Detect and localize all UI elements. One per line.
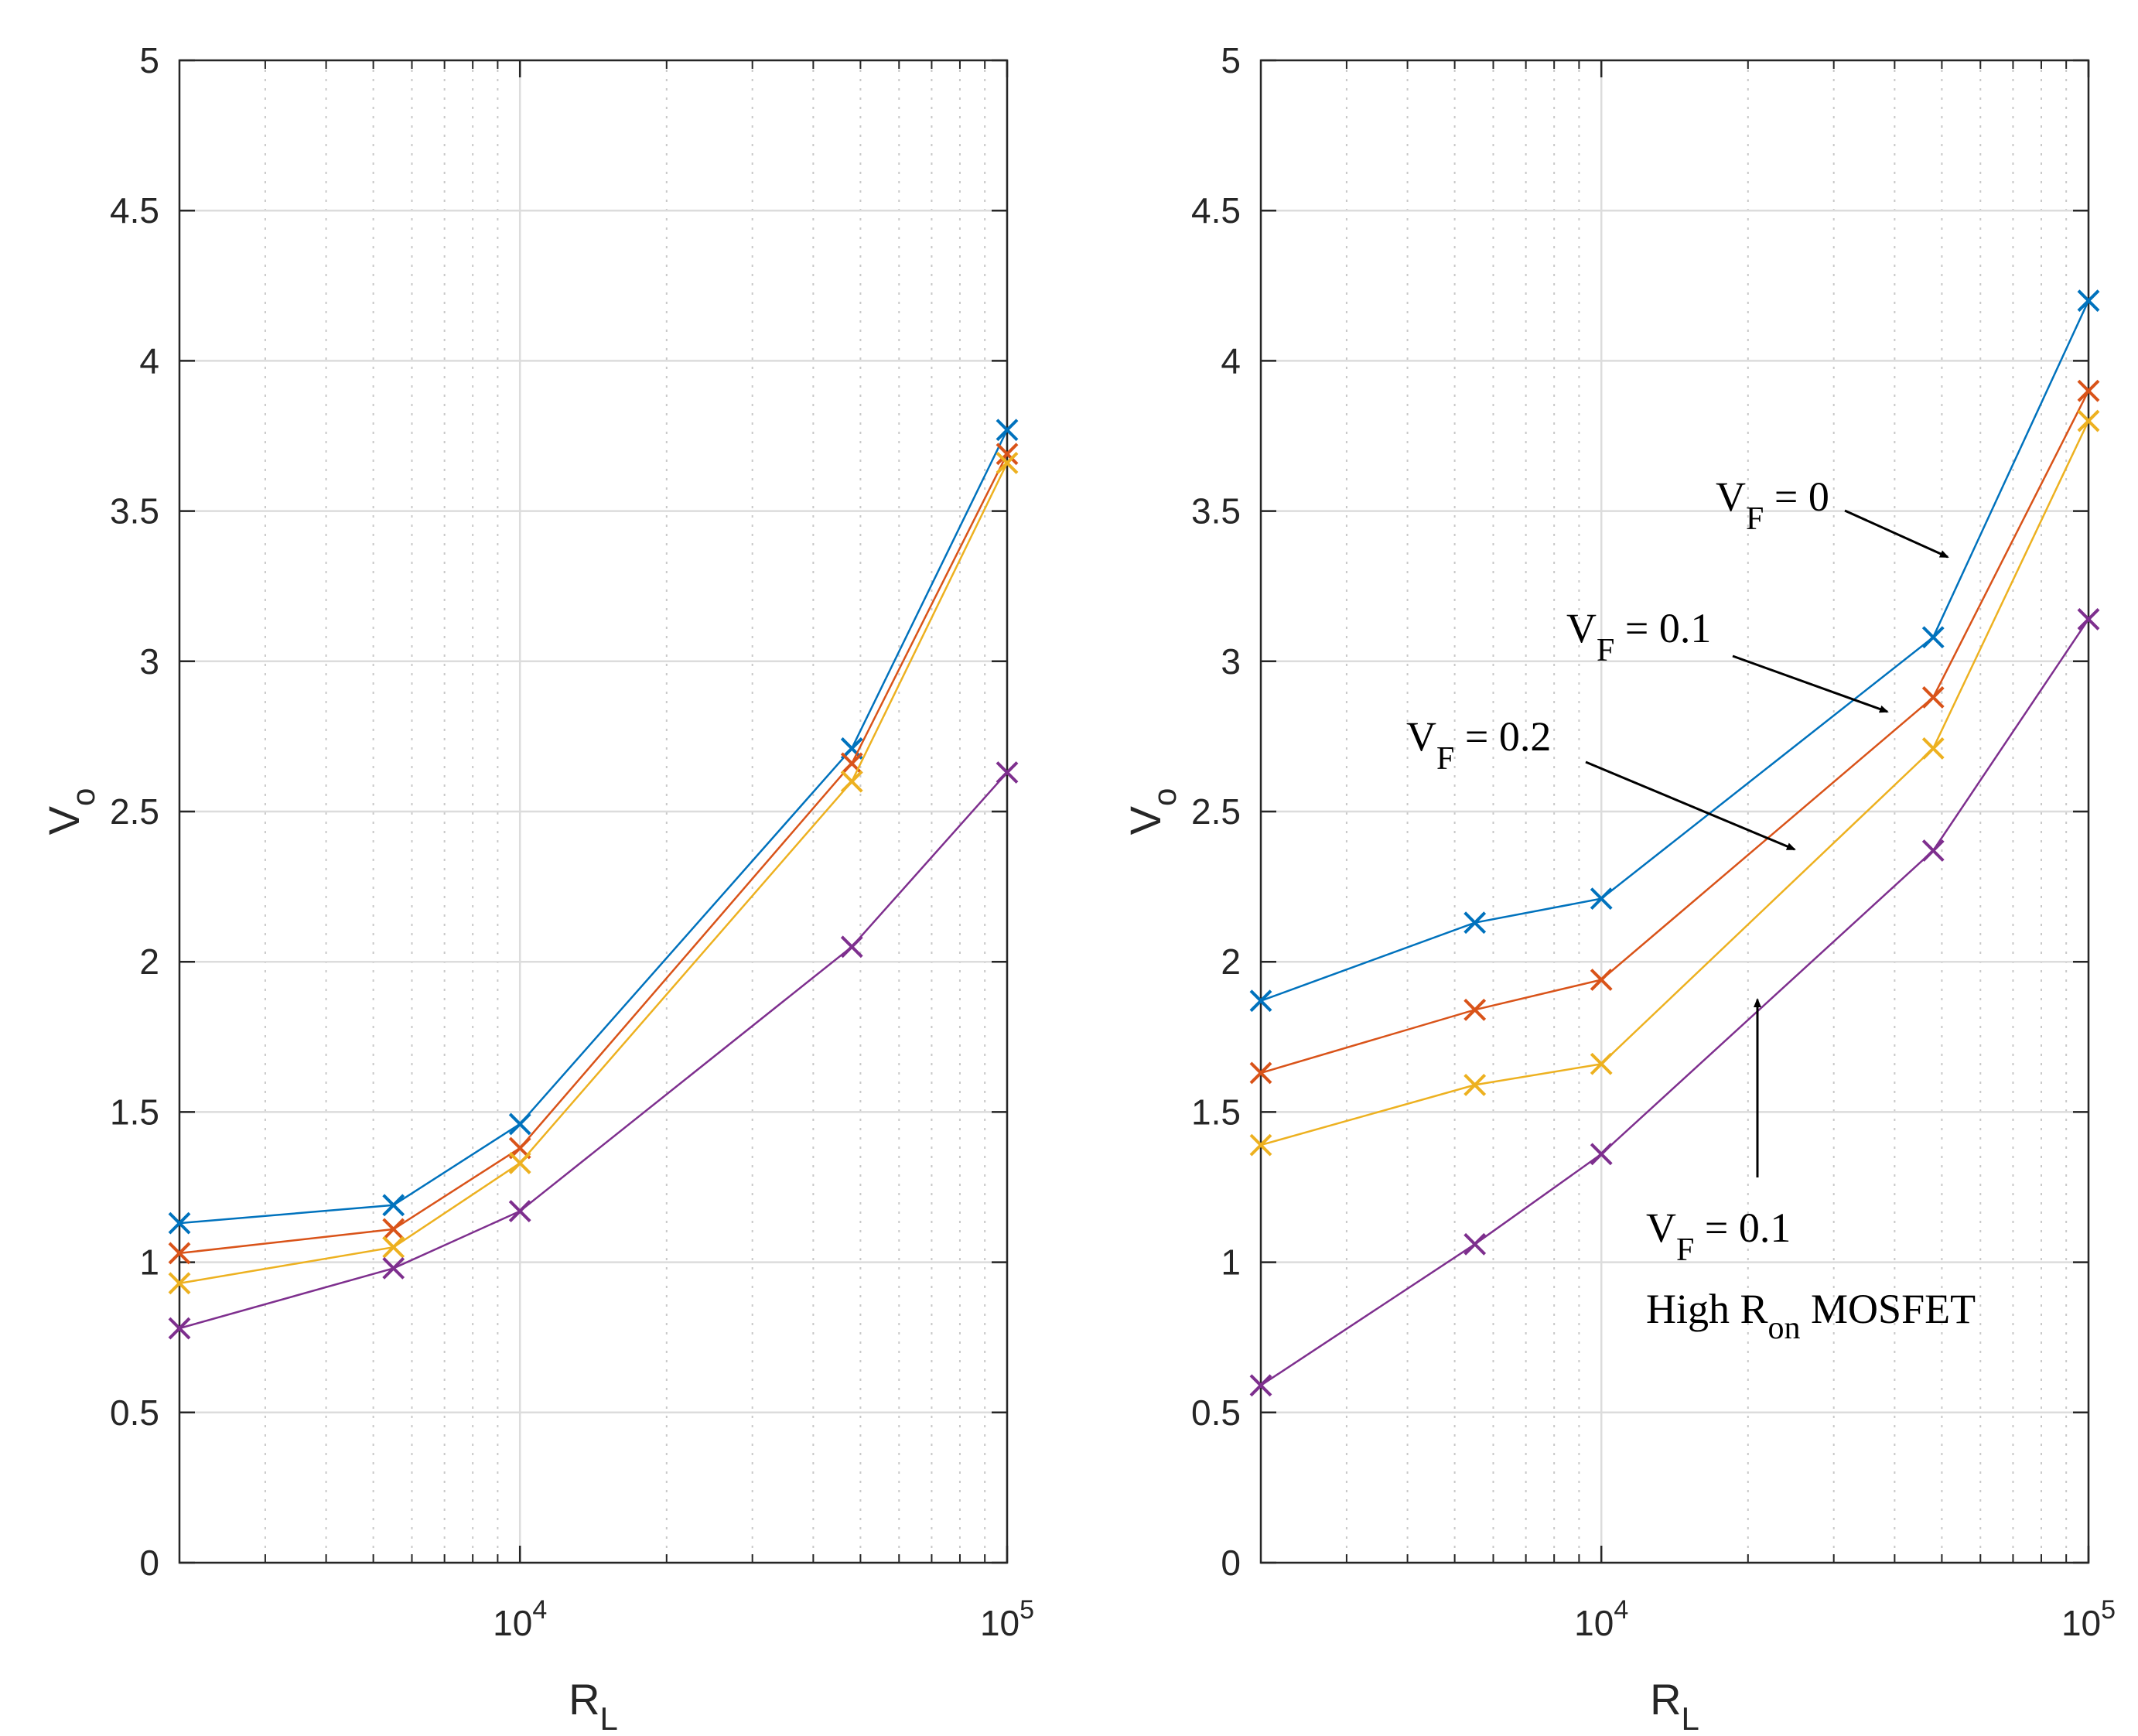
y-tick-label: 2.5 — [110, 791, 159, 832]
y-tick-label: 3 — [1221, 641, 1241, 682]
data-point-purple — [2077, 608, 2100, 630]
data-point-purple — [840, 935, 863, 959]
y-tick-label: 3.5 — [1191, 491, 1241, 531]
x-tick-label: 104 — [1574, 1595, 1628, 1643]
annotation-arrow-vf01 — [1732, 654, 1889, 713]
data-point-purple — [382, 1256, 405, 1280]
series-line-orange — [1260, 390, 2090, 1075]
data-point-yellow — [1590, 1052, 1613, 1075]
y-tick-label: 1 — [1221, 1242, 1241, 1283]
data-point-blue — [168, 1211, 191, 1235]
annotation-vf01: VF = 0.1 — [1566, 605, 1711, 668]
data-point-blue — [1463, 911, 1487, 935]
y-tick-label: 0 — [1221, 1543, 1241, 1583]
data-point-blue — [1921, 626, 1945, 649]
y-tick-label: 4 — [139, 340, 159, 381]
y-tick-label: 4.5 — [110, 190, 159, 231]
series-line-orange — [179, 453, 1009, 1255]
data-point-blue — [1590, 887, 1613, 911]
annotation-vf0: VF = 0 — [1716, 473, 1829, 537]
data-point-purple — [1249, 1374, 1272, 1397]
x-tick-label: 105 — [980, 1595, 1034, 1643]
data-point-yellow — [382, 1235, 405, 1259]
data-point-orange — [1921, 685, 1945, 709]
data-point-purple — [508, 1200, 531, 1222]
data-point-orange — [840, 752, 863, 775]
y-tick-label: 0 — [139, 1543, 159, 1583]
data-point-orange — [996, 443, 1019, 466]
data-point-orange — [1590, 969, 1613, 991]
y-tick-label: 3 — [139, 641, 159, 682]
data-point-purple — [1590, 1143, 1613, 1166]
y-tick-label: 2.5 — [1191, 791, 1241, 832]
y-tick-label: 1.5 — [1191, 1092, 1241, 1132]
data-point-purple — [1921, 839, 1945, 862]
y-tick-label: 4 — [1221, 340, 1241, 381]
data-point-yellow — [1249, 1133, 1272, 1157]
data-point-purple — [996, 761, 1019, 784]
data-point-blue — [382, 1194, 405, 1217]
y-tick-label: 2 — [1221, 941, 1241, 982]
data-point-yellow — [2077, 409, 2100, 432]
x-axis-label: RL — [1650, 1675, 1699, 1736]
series-line-yellow — [179, 462, 1009, 1285]
right-chart: 0 0.5 1 1.5 2 2.5 3 3.5 4 4.5 5 104 105 RL Vo VF = 0 VF … — [1121, 40, 2116, 1736]
y-tick-label: 3.5 — [110, 491, 159, 531]
data-point-yellow — [1463, 1074, 1487, 1096]
y-tick-label: 5 — [1221, 40, 1241, 80]
data-point-yellow — [840, 770, 863, 793]
series-line-purple — [1260, 618, 2090, 1386]
x-tick-label: 105 — [2061, 1595, 2116, 1643]
x-tick-label: 104 — [493, 1595, 547, 1643]
data-point-orange — [168, 1242, 191, 1265]
data-point-purple — [168, 1317, 191, 1340]
annotation-vf01-mosfet: VF = 0.1 — [1646, 1205, 1791, 1268]
data-point-orange — [1463, 998, 1487, 1021]
y-axis-label: Vo — [1121, 788, 1183, 836]
data-point-blue — [1249, 989, 1272, 1013]
x-axis-label: RL — [569, 1675, 618, 1736]
y-axis-label: Vo — [39, 788, 101, 836]
data-point-orange — [2077, 379, 2100, 402]
data-point-yellow — [1921, 737, 1945, 760]
y-tick-label: 1 — [139, 1242, 159, 1283]
data-point-blue — [508, 1112, 531, 1136]
y-tick-label: 5 — [139, 40, 159, 80]
annotation-arrow-vf0 — [1844, 509, 1949, 559]
data-point-orange — [382, 1218, 405, 1241]
data-point-yellow — [508, 1152, 531, 1174]
data-point-yellow — [168, 1272, 191, 1295]
y-tick-label: 0.5 — [1191, 1393, 1241, 1433]
series-line-purple — [179, 771, 1008, 1330]
y-tick-label: 1.5 — [110, 1092, 159, 1132]
data-point-yellow — [996, 452, 1019, 474]
y-tick-label: 4.5 — [1191, 190, 1241, 231]
y-tick-label: 2 — [139, 941, 159, 982]
annotation-vf01-mosfet-line2: High Ron MOSFET — [1646, 1286, 1976, 1346]
data-point-purple — [1463, 1232, 1487, 1256]
data-point-blue — [2077, 289, 2100, 313]
data-point-blue — [996, 419, 1019, 442]
series-line-blue — [179, 429, 1009, 1225]
y-tick-label: 0.5 — [110, 1393, 159, 1433]
annotation-vf02: VF = 0.2 — [1406, 713, 1551, 777]
data-point-orange — [1249, 1061, 1272, 1085]
left-chart: 0 0.5 1 1.5 2 2.5 3 3.5 4 4.5 5 104 105 RL Vo — [39, 40, 1034, 1736]
annotation-arrow-vf02 — [1585, 760, 1796, 851]
